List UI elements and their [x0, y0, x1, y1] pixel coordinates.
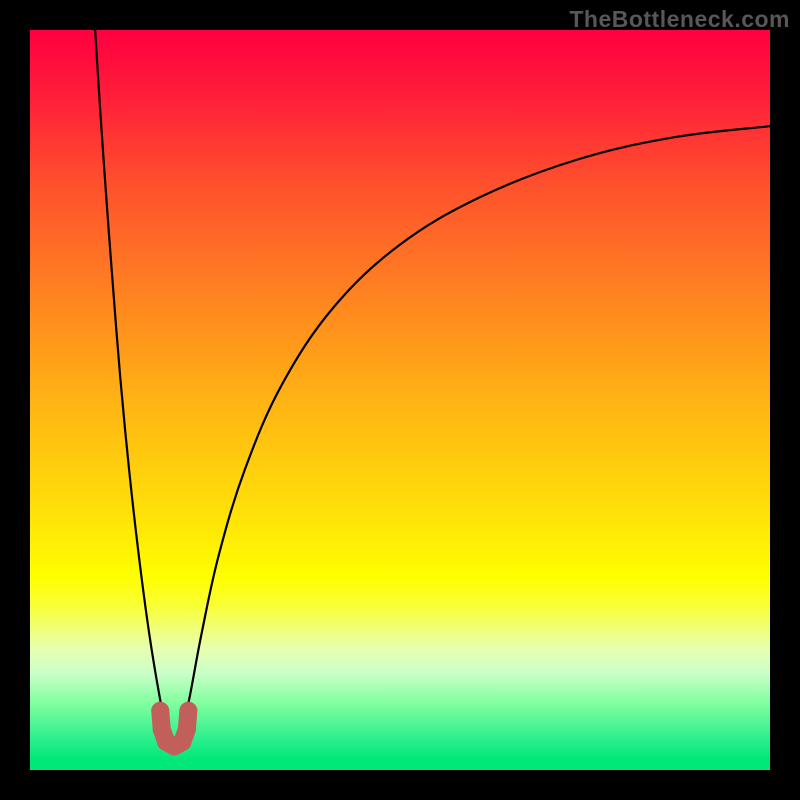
- chart-container: TheBottleneck.com: [0, 0, 800, 800]
- plot-area: [30, 30, 770, 770]
- watermark-text: TheBottleneck.com: [569, 6, 790, 33]
- plot-svg: [30, 30, 770, 770]
- marker-point: [179, 702, 197, 720]
- marker-point: [178, 720, 196, 738]
- marker-point: [151, 702, 169, 720]
